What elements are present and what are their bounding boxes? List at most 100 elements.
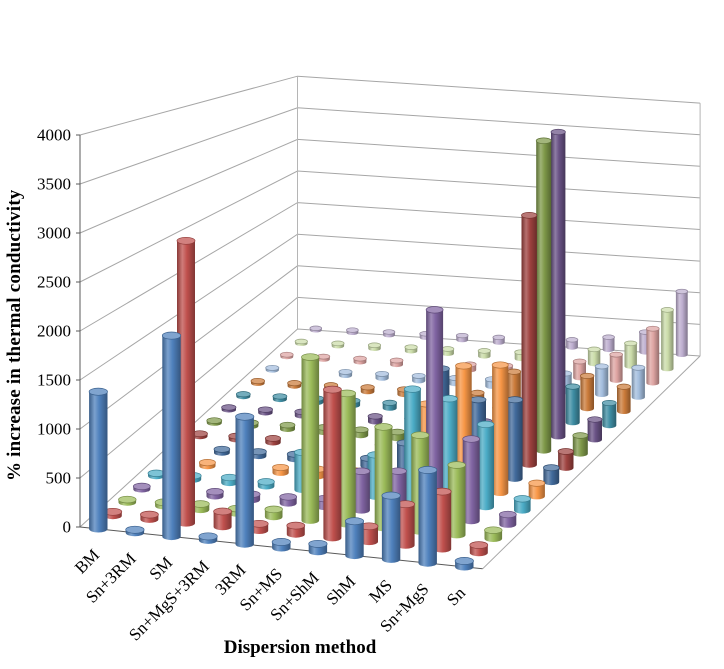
cylinder-bar-top <box>498 510 517 519</box>
category-label: MS <box>365 576 396 607</box>
cylinder-bar-top <box>491 361 509 369</box>
category-label: BM <box>71 545 103 577</box>
cylinder-bar-top <box>287 380 302 387</box>
cylinder-bar-top <box>375 370 390 377</box>
cylinder-bar-top <box>213 445 231 453</box>
cylinder-bar-side <box>565 386 580 426</box>
cylinder-bar-top <box>367 413 383 420</box>
category-label: SM <box>146 553 177 584</box>
cylinder-bar-side <box>646 328 660 386</box>
cylinder-bar-top <box>206 417 223 424</box>
cylinder-bar-top <box>469 396 487 404</box>
y-tick-label: 3000 <box>37 224 71 243</box>
cylinder-bar-side <box>499 514 517 528</box>
cylinder-bar-side <box>345 521 364 560</box>
cylinder-bar-top <box>440 395 458 403</box>
cylinder-bar-side <box>477 424 494 511</box>
cylinder-bar-top <box>338 368 353 375</box>
cylinder-bar-top <box>543 464 560 472</box>
cylinder-bar-side <box>572 435 588 457</box>
y-tick-label: 1500 <box>37 371 71 390</box>
cylinder-bar-side <box>558 451 574 471</box>
cylinder-bar-side <box>352 471 370 514</box>
cylinder-bar-top <box>360 384 375 391</box>
cylinder-bar-top <box>587 416 603 423</box>
cylinder-bar-top <box>198 459 216 467</box>
cylinder-bar-top <box>309 325 323 331</box>
cylinder-bar-top <box>250 377 265 385</box>
cylinder-bar-top <box>616 383 631 390</box>
cylinder-bar-side <box>360 526 378 546</box>
cylinder-bar-top <box>528 479 546 487</box>
cylinder-bar-top <box>389 357 404 364</box>
cylinder-bar-top <box>454 557 474 565</box>
y-tick-label: 2000 <box>37 322 71 341</box>
cylinder-bar-top <box>382 329 396 335</box>
category-label: ShM <box>323 572 360 609</box>
cylinder-bar-side <box>89 391 108 533</box>
cylinder-bar-top <box>264 435 282 442</box>
cylinder-bar-side <box>661 309 674 372</box>
cylinder-bar-side <box>595 366 609 397</box>
cylinder-bar-top <box>367 342 382 349</box>
cylinder-bar-top <box>646 325 660 332</box>
cylinder-bar-top <box>469 541 489 549</box>
cylinder-bar-side <box>213 511 232 531</box>
cylinder-bar-top <box>118 495 137 504</box>
y-axis-title: % increase in thermal conductivity <box>4 189 25 481</box>
cylinder-bar-top <box>206 488 224 496</box>
cylinder-bar-side <box>177 240 195 527</box>
y-tick-label: 1000 <box>37 420 71 439</box>
gridline <box>79 138 701 234</box>
cylinder-bar-top <box>550 128 566 136</box>
cylinder-bar-top <box>660 307 674 313</box>
cylinder-bar-side <box>462 439 480 525</box>
cylinder-bar-top <box>513 495 531 503</box>
cylinder-bar-side <box>587 419 602 443</box>
cylinder-bar-top <box>125 525 145 534</box>
y-tick-label: 0 <box>63 518 72 537</box>
cylinder-bar-top <box>220 473 239 482</box>
cylinder-bar-side <box>381 495 401 563</box>
cylinder-bar-top <box>441 346 455 352</box>
gridline <box>79 170 701 283</box>
cylinder-bar-top <box>410 431 430 439</box>
cylinder-bar-top <box>271 538 291 546</box>
cylinder-bar-top <box>147 469 165 477</box>
x-axis-title: Dispersion method <box>223 637 377 658</box>
cylinder-bar-top <box>265 364 280 371</box>
cylinder-bar-side <box>235 416 254 548</box>
cylinder-bar-side <box>624 343 637 369</box>
y-tick-label: 2500 <box>37 273 71 292</box>
cylinder-bar-top <box>308 539 328 548</box>
y-tick-label: 3500 <box>37 175 71 194</box>
cylinder-bar-top <box>447 461 466 469</box>
cylinder-bar-side <box>323 389 342 542</box>
cylinder-bar-top <box>279 493 298 501</box>
cylinder-bar-top <box>572 358 587 365</box>
cylinder-bar-top <box>264 505 283 514</box>
cylinder-bar-top <box>506 396 523 404</box>
floor-right-edge <box>482 355 701 570</box>
cylinder-bar-side <box>506 399 523 482</box>
cylinder-bar-top <box>176 236 196 245</box>
cylinder-bar-top <box>331 340 345 347</box>
cylinder-bar-side <box>551 132 566 440</box>
cylinder-bar-side <box>675 291 688 358</box>
cylinder-bar-top <box>382 399 398 406</box>
cylinder-bar-top <box>272 463 290 472</box>
cylinder-bar-top <box>132 482 151 491</box>
cylinder-bar-side <box>602 337 615 353</box>
y-tick-label: 500 <box>46 469 72 488</box>
cylinder-bar-side <box>631 367 645 400</box>
cylinder-bar-side <box>162 335 181 541</box>
y-tick-label: 4000 <box>37 126 71 145</box>
cylinder-bar-top <box>198 532 218 541</box>
cylinder-bar-top <box>279 421 296 429</box>
cylinder-bar-top <box>346 327 359 333</box>
gridline <box>79 75 701 136</box>
cylinder-bar-top <box>323 385 342 394</box>
cylinder-bar-side <box>447 465 466 539</box>
cylinder-bar-side <box>528 483 545 500</box>
